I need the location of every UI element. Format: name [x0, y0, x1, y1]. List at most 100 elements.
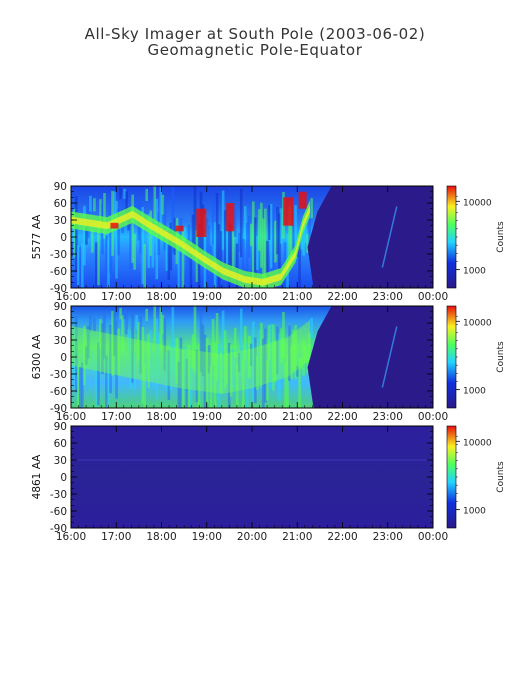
emission-streak — [99, 199, 102, 229]
y-tick-label: 30 — [54, 215, 67, 227]
colorbar-label: Counts — [496, 221, 506, 253]
emission-streak — [280, 328, 283, 364]
x-tick-label: 22:00 — [327, 411, 357, 423]
saturation-spot — [226, 203, 235, 232]
panel-2 — [71, 306, 433, 408]
emission-streak — [304, 345, 307, 364]
emission-streak — [123, 188, 126, 199]
x-tick-label: 18:00 — [146, 291, 176, 303]
emission-streak — [294, 205, 297, 259]
emission-streak — [101, 323, 104, 375]
colorbar — [446, 185, 457, 289]
emission-streak — [159, 187, 163, 230]
emission-streak — [207, 225, 211, 254]
colorbar — [446, 425, 457, 529]
emission-streak — [115, 320, 118, 399]
emission-streak — [306, 354, 309, 373]
emission-streak — [71, 242, 74, 257]
x-tick-label: 21:00 — [282, 411, 312, 423]
colorbar-tick-label: 10000 — [463, 438, 492, 448]
saturation-spot — [110, 222, 119, 229]
emission-streak — [141, 327, 144, 405]
y-tick-label: -30 — [50, 489, 67, 501]
emission-streak — [189, 365, 193, 408]
emission-streak — [266, 360, 269, 401]
emission-streak — [173, 337, 177, 375]
emission-streak — [237, 352, 241, 372]
y-tick-label: 0 — [60, 232, 67, 244]
emission-streak — [185, 358, 189, 408]
emission-streak — [185, 238, 189, 288]
emission-streak — [199, 311, 203, 373]
emission-streak — [306, 234, 309, 253]
emission-streak — [109, 204, 112, 274]
emission-streak — [81, 362, 84, 408]
emission-streak — [135, 194, 138, 211]
emission-streak — [155, 198, 159, 280]
y-tick-label: 90 — [54, 301, 67, 313]
emission-streak — [171, 307, 175, 374]
emission-streak — [123, 308, 126, 319]
emission-streak — [284, 362, 287, 408]
emission-streak — [227, 342, 231, 408]
y-tick-label: -30 — [50, 249, 67, 261]
emission-streak — [221, 190, 225, 251]
emission-streak — [149, 330, 153, 376]
emission-streak — [233, 207, 237, 237]
emission-streak — [223, 330, 227, 389]
emission-streak — [151, 352, 155, 388]
emission-streak — [71, 362, 74, 377]
x-tick-label: 19:00 — [192, 411, 222, 423]
emission-streak — [117, 208, 120, 256]
emission-streak — [175, 337, 179, 385]
emission-streak — [141, 207, 144, 285]
emission-streak — [252, 321, 255, 403]
emission-streak — [107, 239, 110, 288]
emission-streak — [165, 353, 169, 391]
emission-streak — [137, 322, 140, 361]
x-tick-label: 00:00 — [418, 531, 448, 543]
chart-subtitle: Geomagnetic Pole-Equator — [147, 41, 363, 59]
emission-streak — [157, 332, 161, 376]
emission-streak — [203, 334, 207, 408]
x-tick-label: 22:00 — [327, 531, 357, 543]
panel-1 — [71, 186, 433, 288]
emission-streak — [163, 318, 167, 371]
y-tick-label: 90 — [54, 421, 67, 433]
emission-streak — [302, 219, 305, 256]
emission-streak — [79, 246, 82, 288]
emission-streak — [235, 363, 239, 406]
emission-streak — [163, 198, 167, 251]
emission-streak — [274, 220, 277, 263]
x-tick-label: 19:00 — [192, 531, 222, 543]
emission-streak — [89, 195, 92, 212]
emission-streak — [294, 325, 297, 379]
emission-streak — [264, 208, 267, 283]
colorbar-tick-label: 10000 — [463, 198, 492, 208]
emission-streak — [147, 213, 151, 268]
emission-streak — [272, 204, 275, 271]
emission-streak — [151, 232, 155, 268]
x-tick-label: 21:00 — [282, 531, 312, 543]
emission-streak — [211, 319, 215, 365]
emission-streak — [95, 362, 98, 407]
emission-streak — [209, 365, 213, 408]
emission-streak — [95, 242, 98, 287]
emission-streak — [117, 328, 120, 376]
saturation-spot — [175, 225, 184, 232]
emission-streak — [278, 333, 281, 401]
emission-streak — [85, 226, 88, 245]
emission-streak — [221, 310, 225, 371]
colorbar-tick-label: 1000 — [463, 387, 486, 397]
x-tick-label: 00:00 — [418, 291, 448, 303]
emission-streak — [256, 355, 259, 391]
emission-streak — [270, 203, 273, 269]
emission-streak — [274, 340, 277, 383]
emission-streak — [93, 318, 96, 332]
colorbar-tick-label: 1000 — [463, 507, 486, 517]
emission-streak — [77, 365, 80, 406]
emission-streak — [145, 188, 149, 201]
colorbar-tick-label: 10000 — [463, 318, 492, 328]
emission-streak — [260, 322, 263, 388]
panel-ylabel: 5577 AA — [31, 214, 43, 260]
